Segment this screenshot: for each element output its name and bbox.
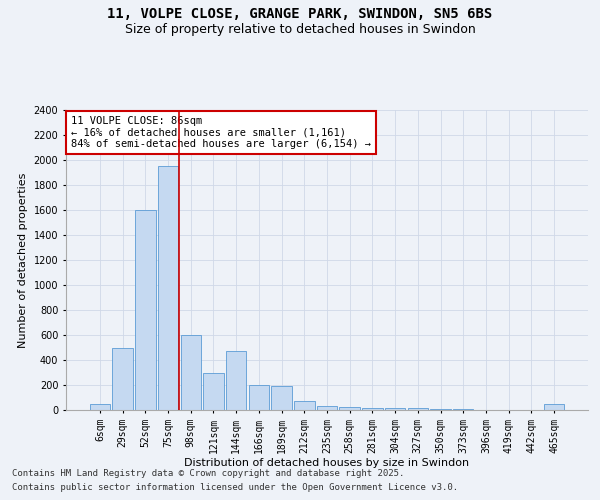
Bar	[158, 166, 178, 410]
Bar	[317, 406, 337, 410]
Bar	[362, 408, 383, 410]
Bar	[248, 385, 269, 410]
Bar	[385, 408, 406, 410]
Text: Contains HM Land Registry data © Crown copyright and database right 2025.: Contains HM Land Registry data © Crown c…	[12, 468, 404, 477]
Bar	[407, 408, 428, 410]
Y-axis label: Number of detached properties: Number of detached properties	[18, 172, 28, 348]
Text: 11, VOLPE CLOSE, GRANGE PARK, SWINDON, SN5 6BS: 11, VOLPE CLOSE, GRANGE PARK, SWINDON, S…	[107, 8, 493, 22]
Bar	[135, 210, 155, 410]
Bar	[90, 404, 110, 410]
Text: Contains public sector information licensed under the Open Government Licence v3: Contains public sector information licen…	[12, 484, 458, 492]
Text: Size of property relative to detached houses in Swindon: Size of property relative to detached ho…	[125, 22, 475, 36]
Bar	[271, 386, 292, 410]
Bar	[112, 348, 133, 410]
Bar	[226, 350, 247, 410]
Bar	[181, 335, 201, 410]
X-axis label: Distribution of detached houses by size in Swindon: Distribution of detached houses by size …	[184, 458, 470, 468]
Bar	[294, 400, 314, 410]
Bar	[203, 372, 224, 410]
Bar	[544, 404, 564, 410]
Text: 11 VOLPE CLOSE: 86sqm
← 16% of detached houses are smaller (1,161)
84% of semi-d: 11 VOLPE CLOSE: 86sqm ← 16% of detached …	[71, 116, 371, 149]
Bar	[340, 407, 360, 410]
Bar	[430, 409, 451, 410]
